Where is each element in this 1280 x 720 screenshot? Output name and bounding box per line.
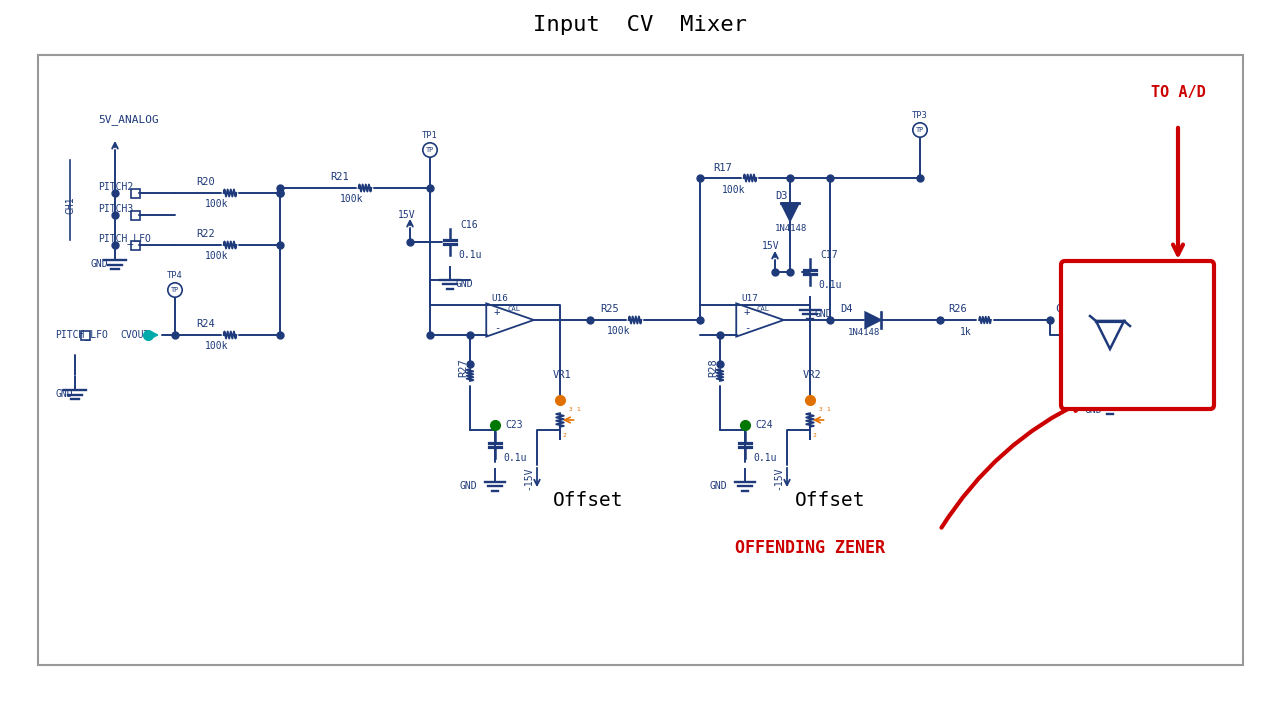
Text: TP4: TP4 — [168, 271, 183, 280]
Text: Offset: Offset — [553, 490, 623, 510]
Text: 100k: 100k — [722, 185, 745, 195]
Text: 1N4148: 1N4148 — [847, 328, 881, 336]
Text: CVMIX: CVMIX — [1055, 304, 1087, 314]
Text: PITCH_LFO: PITCH_LFO — [55, 330, 108, 341]
Text: VR1: VR1 — [553, 370, 572, 380]
Text: -15V: -15V — [524, 467, 532, 490]
Text: TO A/D: TO A/D — [1151, 84, 1206, 99]
Text: 15V: 15V — [762, 241, 780, 251]
Text: TP: TP — [170, 287, 179, 293]
Text: VR2: VR2 — [803, 370, 822, 380]
Text: TP1: TP1 — [422, 131, 438, 140]
Text: C17: C17 — [820, 250, 837, 260]
Text: GND: GND — [90, 259, 108, 269]
Text: C24: C24 — [755, 420, 773, 430]
Bar — [38, 55, 1243, 665]
Text: 15V: 15V — [398, 210, 416, 220]
FancyBboxPatch shape — [1061, 261, 1213, 409]
Text: CAL: CAL — [756, 307, 771, 312]
Text: R25: R25 — [600, 304, 618, 314]
Text: GND: GND — [1085, 405, 1102, 415]
Text: 2: 2 — [562, 433, 566, 438]
Bar — [131, 240, 140, 250]
Text: -15V: -15V — [773, 467, 783, 490]
Text: 0.1u: 0.1u — [753, 453, 777, 463]
Text: PITCH2: PITCH2 — [99, 182, 133, 192]
Text: -: - — [744, 323, 750, 333]
Bar — [81, 330, 90, 340]
Text: R17: R17 — [713, 163, 732, 173]
Text: 1k: 1k — [960, 327, 972, 337]
Text: Input  CV  Mixer: Input CV Mixer — [532, 15, 748, 35]
Text: GND: GND — [815, 309, 832, 319]
Text: PITCH_LFO: PITCH_LFO — [99, 233, 151, 245]
Text: OFFENDING ZENER: OFFENDING ZENER — [735, 539, 884, 557]
Polygon shape — [781, 203, 799, 221]
Text: U17: U17 — [741, 294, 758, 303]
Text: 0.1u: 0.1u — [458, 250, 481, 260]
Text: 1: 1 — [576, 407, 580, 412]
Text: 3: 3 — [819, 407, 823, 412]
Text: 1: 1 — [827, 407, 831, 412]
Text: R20: R20 — [196, 177, 215, 187]
Text: 3: 3 — [570, 407, 572, 412]
Bar — [131, 210, 140, 220]
Text: U16: U16 — [492, 294, 508, 303]
Text: R28: R28 — [708, 359, 718, 377]
Text: 1N4148: 1N4148 — [774, 223, 808, 233]
Text: -: - — [494, 323, 500, 333]
Text: 100k: 100k — [607, 326, 631, 336]
Text: GND: GND — [55, 389, 73, 399]
Text: R21: R21 — [330, 172, 348, 182]
Polygon shape — [865, 312, 881, 328]
Text: CVOUT: CVOUT — [120, 330, 150, 340]
Text: 100k: 100k — [205, 251, 229, 261]
Text: 0.1u: 0.1u — [818, 280, 841, 290]
Text: D3: D3 — [774, 191, 787, 201]
Text: Offset: Offset — [795, 490, 865, 510]
Text: 100k: 100k — [205, 341, 229, 351]
Text: R26: R26 — [948, 304, 966, 314]
Text: 0.1u: 0.1u — [503, 453, 526, 463]
Text: +: + — [494, 307, 500, 317]
Text: GND: GND — [710, 481, 727, 491]
Text: 5V_ANALOG: 5V_ANALOG — [99, 114, 159, 125]
Text: C16: C16 — [460, 220, 477, 230]
Text: CAL: CAL — [507, 307, 520, 312]
Text: R22: R22 — [196, 229, 215, 239]
Text: 100k: 100k — [340, 194, 364, 204]
Text: TP: TP — [426, 147, 434, 153]
Bar — [131, 189, 140, 197]
Text: 2: 2 — [812, 433, 815, 438]
Text: BZT52B5V1: BZT52B5V1 — [1170, 307, 1180, 363]
Text: GND: GND — [454, 279, 472, 289]
Text: GND: GND — [460, 481, 477, 491]
Text: +: + — [744, 307, 750, 317]
Text: TP3: TP3 — [913, 112, 928, 120]
Text: D4: D4 — [840, 304, 852, 314]
Text: TP: TP — [916, 127, 924, 133]
Text: C23: C23 — [506, 420, 522, 430]
Text: 100k: 100k — [205, 199, 229, 209]
Text: D5: D5 — [1075, 295, 1088, 305]
Text: R27: R27 — [458, 359, 468, 377]
Text: CH1: CH1 — [65, 196, 76, 214]
Text: R24: R24 — [196, 319, 215, 329]
Text: PITCH3: PITCH3 — [99, 204, 133, 214]
